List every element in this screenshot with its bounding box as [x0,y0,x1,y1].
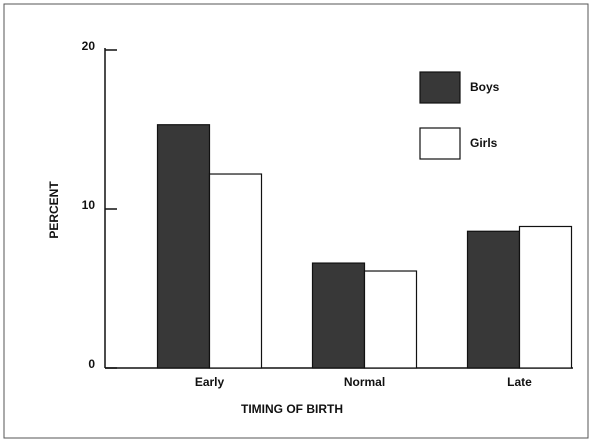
legend-swatch [419,127,461,160]
bar [518,225,573,369]
legend-label: Girls [470,136,498,150]
x-tick-label: Early [195,375,225,389]
bar [466,230,521,369]
x-tick-label: Normal [344,375,385,389]
x-axis-label: TIMING OF BIRTH [241,402,343,416]
y-axis-label: PERCENT [47,181,61,239]
frame [3,3,589,439]
bar [363,270,418,369]
x-tick-label: Late [507,375,532,389]
legend-swatch [419,71,461,104]
bar [156,124,211,369]
y-tick-label: 10 [82,198,96,212]
legend-label: Boys [470,80,500,94]
bar [311,262,366,369]
y-tick-label: 0 [88,357,95,371]
y-tick-label: 20 [82,39,96,53]
bar [208,173,263,369]
